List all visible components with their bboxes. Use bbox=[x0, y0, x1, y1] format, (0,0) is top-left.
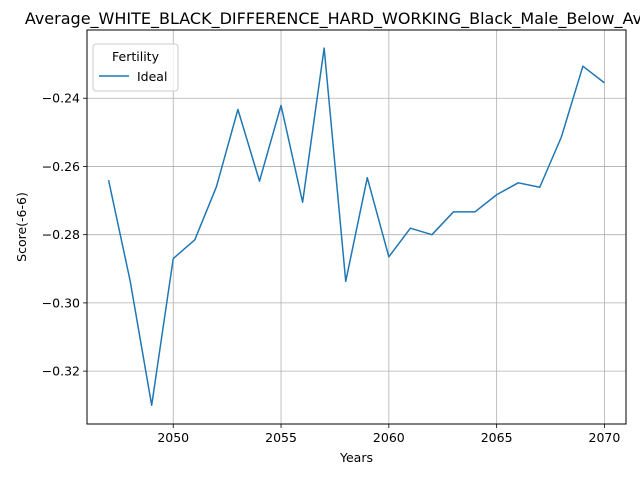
grid-lines bbox=[87, 30, 626, 424]
x-axis-ticks: 2050 2055 2060 2065 2070 bbox=[157, 424, 620, 445]
legend-box bbox=[92, 43, 179, 92]
legend-title: Fertility bbox=[112, 49, 160, 64]
y-axis-ticks: −0.32 −0.30 −0.28 −0.26 −0.24 bbox=[42, 91, 87, 379]
y-tick-label: −0.28 bbox=[42, 227, 80, 242]
chart-title: Average_WHITE_BLACK_DIFFERENCE_HARD_WORK… bbox=[25, 9, 640, 29]
series-line-ideal bbox=[107, 47, 605, 406]
x-axis-label: Years bbox=[339, 450, 373, 465]
y-tick-label: −0.24 bbox=[42, 91, 80, 106]
y-tick-label: −0.32 bbox=[42, 364, 80, 379]
x-tick-label: 2055 bbox=[265, 430, 297, 445]
y-tick-label: −0.30 bbox=[42, 295, 80, 310]
legend-entry-ideal: Ideal bbox=[137, 69, 167, 84]
x-tick-label: 2070 bbox=[589, 430, 621, 445]
legend: Fertility Ideal bbox=[92, 43, 179, 92]
y-axis-label: Score(-6-6) bbox=[14, 192, 29, 262]
series-layer bbox=[107, 47, 605, 406]
plot-area-frame bbox=[86, 29, 627, 425]
x-tick-label: 2065 bbox=[481, 430, 513, 445]
y-tick-label: −0.26 bbox=[42, 159, 80, 174]
x-tick-label: 2060 bbox=[373, 430, 405, 445]
x-tick-label: 2050 bbox=[157, 430, 189, 445]
